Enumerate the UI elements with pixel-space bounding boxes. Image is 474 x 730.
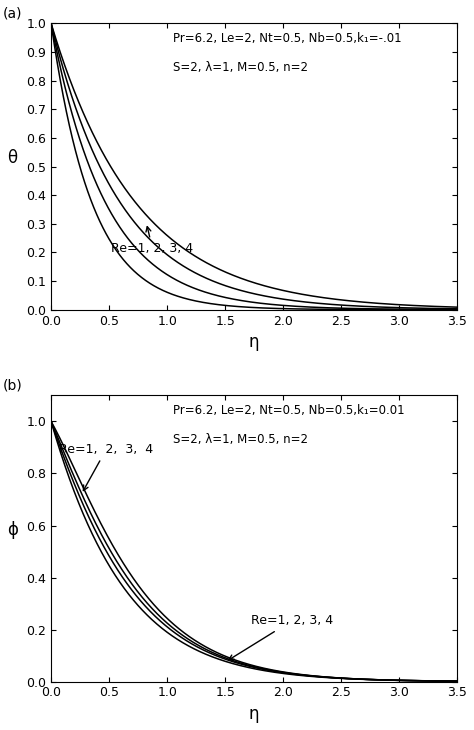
Text: Pr=6.2, Le=2, Nt=0.5, Nb=0.5,k₁=-.01: Pr=6.2, Le=2, Nt=0.5, Nb=0.5,k₁=-.01 <box>173 32 401 45</box>
Text: Re=1, 2, 3, 4: Re=1, 2, 3, 4 <box>111 226 193 256</box>
Text: (b): (b) <box>2 379 22 393</box>
X-axis label: η: η <box>249 333 259 351</box>
X-axis label: η: η <box>249 705 259 723</box>
Text: S=2, λ=1, M=0.5, n=2: S=2, λ=1, M=0.5, n=2 <box>173 61 308 74</box>
Y-axis label: θ: θ <box>7 149 18 166</box>
Text: Pr=6.2, Le=2, Nt=0.5, Nb=0.5,k₁=0.01: Pr=6.2, Le=2, Nt=0.5, Nb=0.5,k₁=0.01 <box>173 404 404 417</box>
Text: S=2, λ=1, M=0.5, n=2: S=2, λ=1, M=0.5, n=2 <box>173 433 308 445</box>
Text: (a): (a) <box>2 7 22 20</box>
Text: Re=1, 2, 3, 4: Re=1, 2, 3, 4 <box>229 615 333 660</box>
Y-axis label: ϕ: ϕ <box>7 520 18 539</box>
Text: Re=1,  2,  3,  4: Re=1, 2, 3, 4 <box>59 442 154 491</box>
